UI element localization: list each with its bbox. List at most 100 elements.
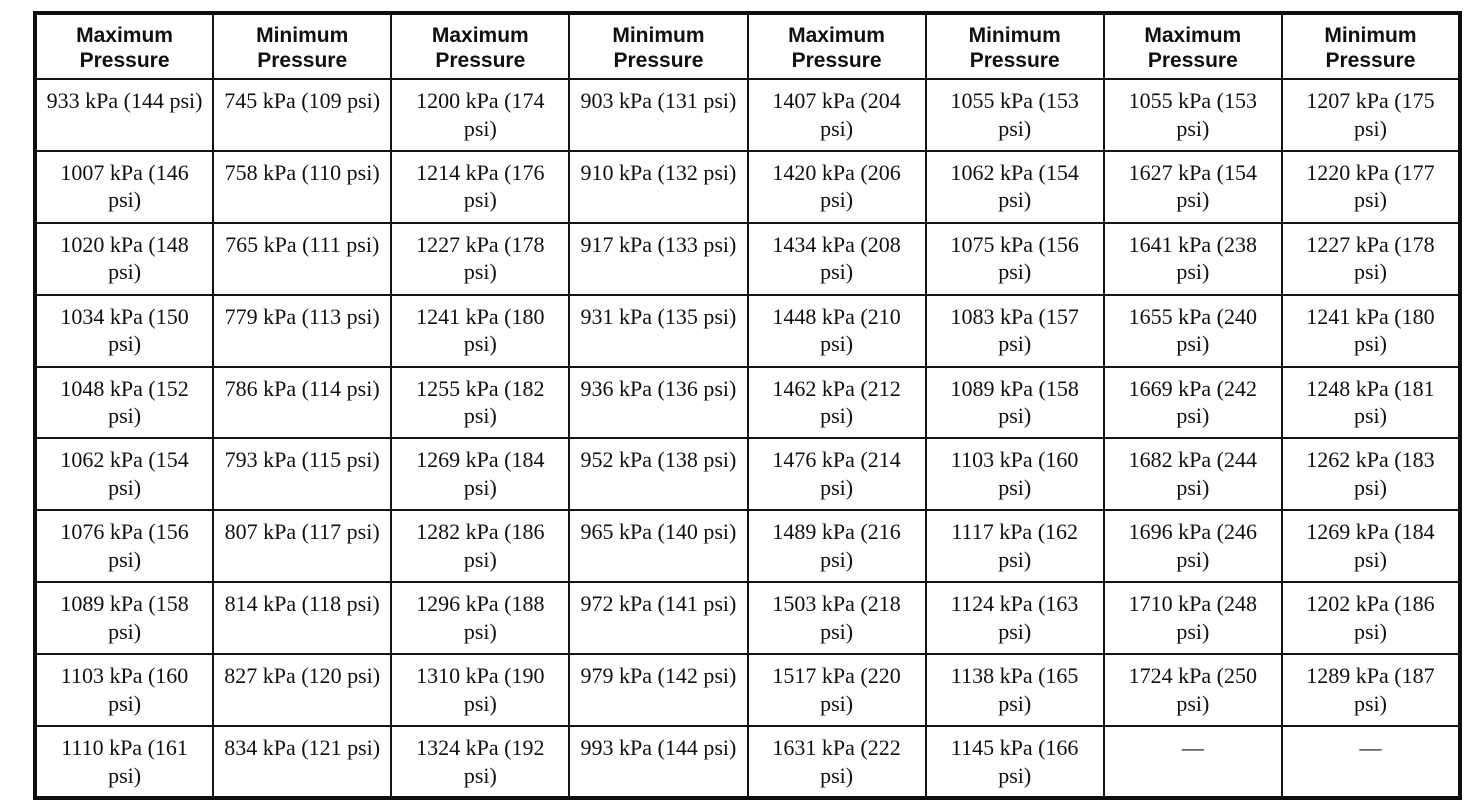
table-cell-r10c1: 1110 kPa (161 psi) bbox=[33, 725, 215, 799]
table-cell-r4c6: 1083 kPa (157 psi) bbox=[924, 293, 1105, 368]
table-row-2: 1007 kPa (146 psi) 758 kPa (110 psi) 1214 … bbox=[33, 149, 1462, 224]
table-cell-r7c6: 1117 kPa (162 psi) bbox=[924, 509, 1105, 584]
table-row-5: 1048 kPa (152 psi) 786 kPa (114 psi) 1255 … bbox=[33, 365, 1462, 440]
table-cell-r7c5: 1489 kPa (216 psi) bbox=[746, 509, 927, 584]
table-cell-r9c8: 1289 kPa (187 psi) bbox=[1280, 653, 1462, 728]
table-cell-r10c3: 1324 kPa (192 psi) bbox=[390, 725, 571, 799]
table-cell-r4c5: 1448 kPa (210 psi) bbox=[746, 293, 927, 368]
table-cell-r7c7: 1696 kPa (246 psi) bbox=[1102, 509, 1283, 584]
pressure-table-head: Maximum Pressure Minimum Pressure Maximum … bbox=[33, 12, 1462, 80]
table-cell-r7c3: 1282 kPa (186 psi) bbox=[390, 509, 571, 584]
table-cell-r6c8: 1262 kPa (183 psi) bbox=[1280, 437, 1462, 512]
header-row: Maximum Pressure Minimum Pressure Maximum … bbox=[33, 12, 1462, 80]
table-cell-r10c8: — bbox=[1280, 725, 1462, 799]
table-cell-r2c7: 1627 kPa (154 psi) bbox=[1102, 149, 1283, 224]
table-cell-r5c6: 1089 kPa (158 psi) bbox=[924, 365, 1105, 440]
table-cell-r4c4: 931 kPa (135 psi) bbox=[568, 293, 749, 368]
header-cell-col6: Minimum Pressure bbox=[924, 12, 1105, 80]
table-cell-r6c4: 952 kPa (138 psi) bbox=[568, 437, 749, 512]
table-cell-r6c6: 1103 kPa (160 psi) bbox=[924, 437, 1105, 512]
table-cell-r6c2: 793 kPa (115 psi) bbox=[212, 437, 393, 512]
table-cell-r7c8: 1269 kPa (184 psi) bbox=[1280, 509, 1462, 584]
table-cell-r3c7: 1641 kPa (238 psi) bbox=[1102, 221, 1283, 296]
table-cell-r2c2: 758 kPa (110 psi) bbox=[212, 149, 393, 224]
table-cell-r6c5: 1476 kPa (214 psi) bbox=[746, 437, 927, 512]
table-row-9: 1103 kPa (160 psi) 827 kPa (120 psi) 1310 … bbox=[33, 653, 1462, 728]
table-cell-r3c5: 1434 kPa (208 psi) bbox=[746, 221, 927, 296]
table-cell-r2c8: 1220 kPa (177 psi) bbox=[1280, 149, 1462, 224]
table-cell-r6c7: 1682 kPa (244 psi) bbox=[1102, 437, 1283, 512]
table-cell-r4c8: 1241 kPa (180 psi) bbox=[1280, 293, 1462, 368]
table-cell-r8c4: 972 kPa (141 psi) bbox=[568, 581, 749, 656]
table-cell-r3c2: 765 kPa (111 psi) bbox=[212, 221, 393, 296]
table-cell-r10c2: 834 kPa (121 psi) bbox=[212, 725, 393, 799]
table-cell-r6c1: 1062 kPa (154 psi) bbox=[33, 437, 215, 512]
header-cell-col2: Minimum Pressure bbox=[212, 12, 393, 80]
table-cell-r9c2: 827 kPa (120 psi) bbox=[212, 653, 393, 728]
header-cell-col5: Maximum Pressure bbox=[746, 12, 927, 80]
table-cell-r8c2: 814 kPa (118 psi) bbox=[212, 581, 393, 656]
table-cell-r1c8: 1207 kPa (175 psi) bbox=[1280, 78, 1462, 152]
table-cell-r1c4: 903 kPa (131 psi) bbox=[568, 78, 749, 152]
table-cell-r4c3: 1241 kPa (180 psi) bbox=[390, 293, 571, 368]
table-cell-r1c6: 1055 kPa (153 psi) bbox=[924, 78, 1105, 152]
table-cell-r2c4: 910 kPa (132 psi) bbox=[568, 149, 749, 224]
table-cell-r5c2: 786 kPa (114 psi) bbox=[212, 365, 393, 440]
table-cell-r10c7: — bbox=[1102, 725, 1283, 799]
table-row-3: 1020 kPa (148 psi) 765 kPa (111 psi) 1227 … bbox=[33, 221, 1462, 296]
table-cell-r7c4: 965 kPa (140 psi) bbox=[568, 509, 749, 584]
header-cell-col1: Maximum Pressure bbox=[33, 12, 215, 80]
table-cell-r7c2: 807 kPa (117 psi) bbox=[212, 509, 393, 584]
table-cell-r10c4: 993 kPa (144 psi) bbox=[568, 725, 749, 799]
table-row-4: 1034 kPa (150 psi) 779 kPa (113 psi) 1241 … bbox=[33, 293, 1462, 368]
table-cell-r7c1: 1076 kPa (156 psi) bbox=[33, 509, 215, 584]
table-cell-r10c5: 1631 kPa (222 psi) bbox=[746, 725, 927, 799]
table-cell-r5c7: 1669 kPa (242 psi) bbox=[1102, 365, 1283, 440]
table-cell-r5c8: 1248 kPa (181 psi) bbox=[1280, 365, 1462, 440]
table-cell-r2c1: 1007 kPa (146 psi) bbox=[33, 149, 215, 224]
table-cell-r10c6: 1145 kPa (166 psi) bbox=[924, 725, 1105, 799]
table-cell-r3c1: 1020 kPa (148 psi) bbox=[33, 221, 215, 296]
table-cell-r1c7: 1055 kPa (153 psi) bbox=[1102, 78, 1283, 152]
table-cell-r5c3: 1255 kPa (182 psi) bbox=[390, 365, 571, 440]
table-cell-r8c5: 1503 kPa (218 psi) bbox=[746, 581, 927, 656]
table-cell-r8c6: 1124 kPa (163 psi) bbox=[924, 581, 1105, 656]
table-cell-r5c1: 1048 kPa (152 psi) bbox=[33, 365, 215, 440]
table-cell-r9c1: 1103 kPa (160 psi) bbox=[33, 653, 215, 728]
table-cell-r6c3: 1269 kPa (184 psi) bbox=[390, 437, 571, 512]
table-row-8: 1089 kPa (158 psi) 814 kPa (118 psi) 1296 … bbox=[33, 581, 1462, 656]
table-cell-r8c1: 1089 kPa (158 psi) bbox=[33, 581, 215, 656]
table-cell-r2c3: 1214 kPa (176 psi) bbox=[390, 149, 571, 224]
pressure-table-body: 933 kPa (144 psi) 745 kPa (109 psi) 1200 k… bbox=[33, 78, 1462, 799]
table-cell-r9c5: 1517 kPa (220 psi) bbox=[746, 653, 927, 728]
table-cell-r9c7: 1724 kPa (250 psi) bbox=[1102, 653, 1283, 728]
table-cell-r3c4: 917 kPa (133 psi) bbox=[568, 221, 749, 296]
table-cell-r5c5: 1462 kPa (212 psi) bbox=[746, 365, 927, 440]
table-cell-r3c8: 1227 kPa (178 psi) bbox=[1280, 221, 1462, 296]
table-cell-r2c6: 1062 kPa (154 psi) bbox=[924, 149, 1105, 224]
table-cell-r1c5: 1407 kPa (204 psi) bbox=[746, 78, 927, 152]
table-cell-r2c5: 1420 kPa (206 psi) bbox=[746, 149, 927, 224]
table-cell-r4c2: 779 kPa (113 psi) bbox=[212, 293, 393, 368]
header-cell-col7: Maximum Pressure bbox=[1102, 12, 1283, 80]
table-row-10: 1110 kPa (161 psi) 834 kPa (121 psi) 1324 … bbox=[33, 725, 1462, 799]
table-cell-r8c7: 1710 kPa (248 psi) bbox=[1102, 581, 1283, 656]
table-cell-r9c6: 1138 kPa (165 psi) bbox=[924, 653, 1105, 728]
header-cell-col3: Maximum Pressure bbox=[390, 12, 571, 80]
header-cell-col4: Minimum Pressure bbox=[568, 12, 749, 80]
table-cell-r8c3: 1296 kPa (188 psi) bbox=[390, 581, 571, 656]
table-cell-r3c6: 1075 kPa (156 psi) bbox=[924, 221, 1105, 296]
table-row-1: 933 kPa (144 psi) 745 kPa (109 psi) 1200 k… bbox=[33, 78, 1462, 152]
table-cell-r9c4: 979 kPa (142 psi) bbox=[568, 653, 749, 728]
table-cell-r1c2: 745 kPa (109 psi) bbox=[212, 78, 393, 152]
table-cell-r1c1: 933 kPa (144 psi) bbox=[33, 78, 215, 152]
table-cell-r8c8: 1202 kPa (186 psi) bbox=[1280, 581, 1462, 656]
header-cell-col8: Minimum Pressure bbox=[1280, 12, 1462, 80]
table-row-6: 1062 kPa (154 psi) 793 kPa (115 psi) 1269 … bbox=[33, 437, 1462, 512]
table-cell-r3c3: 1227 kPa (178 psi) bbox=[390, 221, 571, 296]
table-cell-r9c3: 1310 kPa (190 psi) bbox=[390, 653, 571, 728]
table-cell-r1c3: 1200 kPa (174 psi) bbox=[390, 78, 571, 152]
table-cell-r5c4: 936 kPa (136 psi) bbox=[568, 365, 749, 440]
table-row-7: 1076 kPa (156 psi) 807 kPa (117 psi) 1282 … bbox=[33, 509, 1462, 584]
